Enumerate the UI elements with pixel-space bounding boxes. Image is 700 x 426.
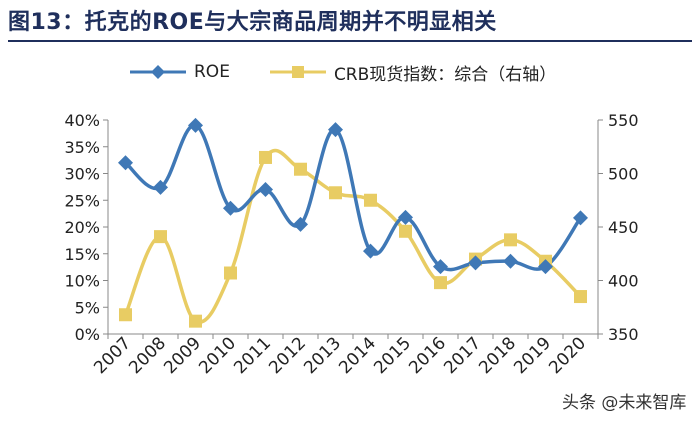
legend-item-crb: CRB现货指数：综合（右轴） <box>269 60 557 85</box>
legend-label-crb: CRB现货指数：综合（右轴） <box>333 64 557 85</box>
y-left-tick-label: 40% <box>64 111 100 130</box>
crb-point <box>399 224 412 238</box>
crb-point <box>294 162 307 176</box>
y-left-tick-label: 35% <box>64 138 100 157</box>
roe-point <box>363 243 378 259</box>
x-tick-label: 2017 <box>440 333 485 378</box>
x-tick-label: 2010 <box>195 333 240 378</box>
crb-point <box>259 150 272 164</box>
roe-point <box>188 117 203 133</box>
legend-swatch-crb <box>269 66 326 78</box>
roe-point <box>573 210 588 226</box>
watermark: 头条 @未来智库 <box>558 386 691 415</box>
crb-point <box>154 230 167 244</box>
crb-point <box>189 314 202 328</box>
crb-point <box>574 290 587 304</box>
x-tick-label: 2011 <box>230 333 275 378</box>
y-right-tick-label: 400 <box>608 272 639 291</box>
legend-label-roe: ROE <box>194 62 230 82</box>
crb-point <box>434 276 447 290</box>
roe-point <box>433 259 448 275</box>
roe-point <box>503 253 518 269</box>
y-right-tick-label: 500 <box>608 165 639 184</box>
crb-point <box>119 308 132 322</box>
y-left-tick-label: 20% <box>64 218 100 237</box>
roe-point <box>538 259 553 275</box>
legend-swatch-roe <box>130 65 186 79</box>
x-tick-label: 2014 <box>335 333 380 378</box>
x-tick-label: 2009 <box>160 333 205 378</box>
roe-point <box>293 216 308 232</box>
roe-point <box>398 209 413 225</box>
crb-point <box>364 193 377 207</box>
y-left-tick-label: 0% <box>75 325 100 344</box>
crb-point <box>504 233 517 247</box>
roe-point <box>468 255 483 271</box>
x-tick-label: 2019 <box>510 333 555 378</box>
legend-item-roe: ROE <box>130 62 230 82</box>
roe-point <box>153 179 168 195</box>
legend: ROE CRB现货指数：综合（右轴） <box>130 58 596 86</box>
crb-point <box>329 186 342 200</box>
roe-point <box>328 122 343 138</box>
roe-point <box>258 182 273 198</box>
y-left-tick-label: 25% <box>64 191 100 210</box>
y-left-tick-label: 30% <box>64 165 100 184</box>
y-right-tick-label: 550 <box>608 111 639 130</box>
x-tick-label: 2020 <box>545 333 590 378</box>
x-tick-label: 2018 <box>475 333 520 378</box>
chart-title: 图13：托克的ROE与大宗商品周期并不明显相关 <box>8 10 497 35</box>
y-left-tick-label: 15% <box>64 245 100 264</box>
series-line-roe <box>124 123 582 272</box>
x-tick-label: 2012 <box>265 333 310 378</box>
crb-point <box>224 266 237 280</box>
x-tick-label: 2015 <box>370 333 415 378</box>
y-left-tick-label: 5% <box>75 298 100 317</box>
x-tick-label: 2013 <box>300 333 345 378</box>
x-tick-label: 2016 <box>405 333 450 378</box>
y-right-tick-label: 450 <box>608 218 639 237</box>
roe-point <box>118 155 133 171</box>
y-left-tick-label: 10% <box>64 272 100 291</box>
roe-point <box>223 200 238 216</box>
x-tick-label: 2008 <box>125 333 170 378</box>
y-right-tick-label: 350 <box>608 325 639 344</box>
title-underline <box>8 40 692 42</box>
